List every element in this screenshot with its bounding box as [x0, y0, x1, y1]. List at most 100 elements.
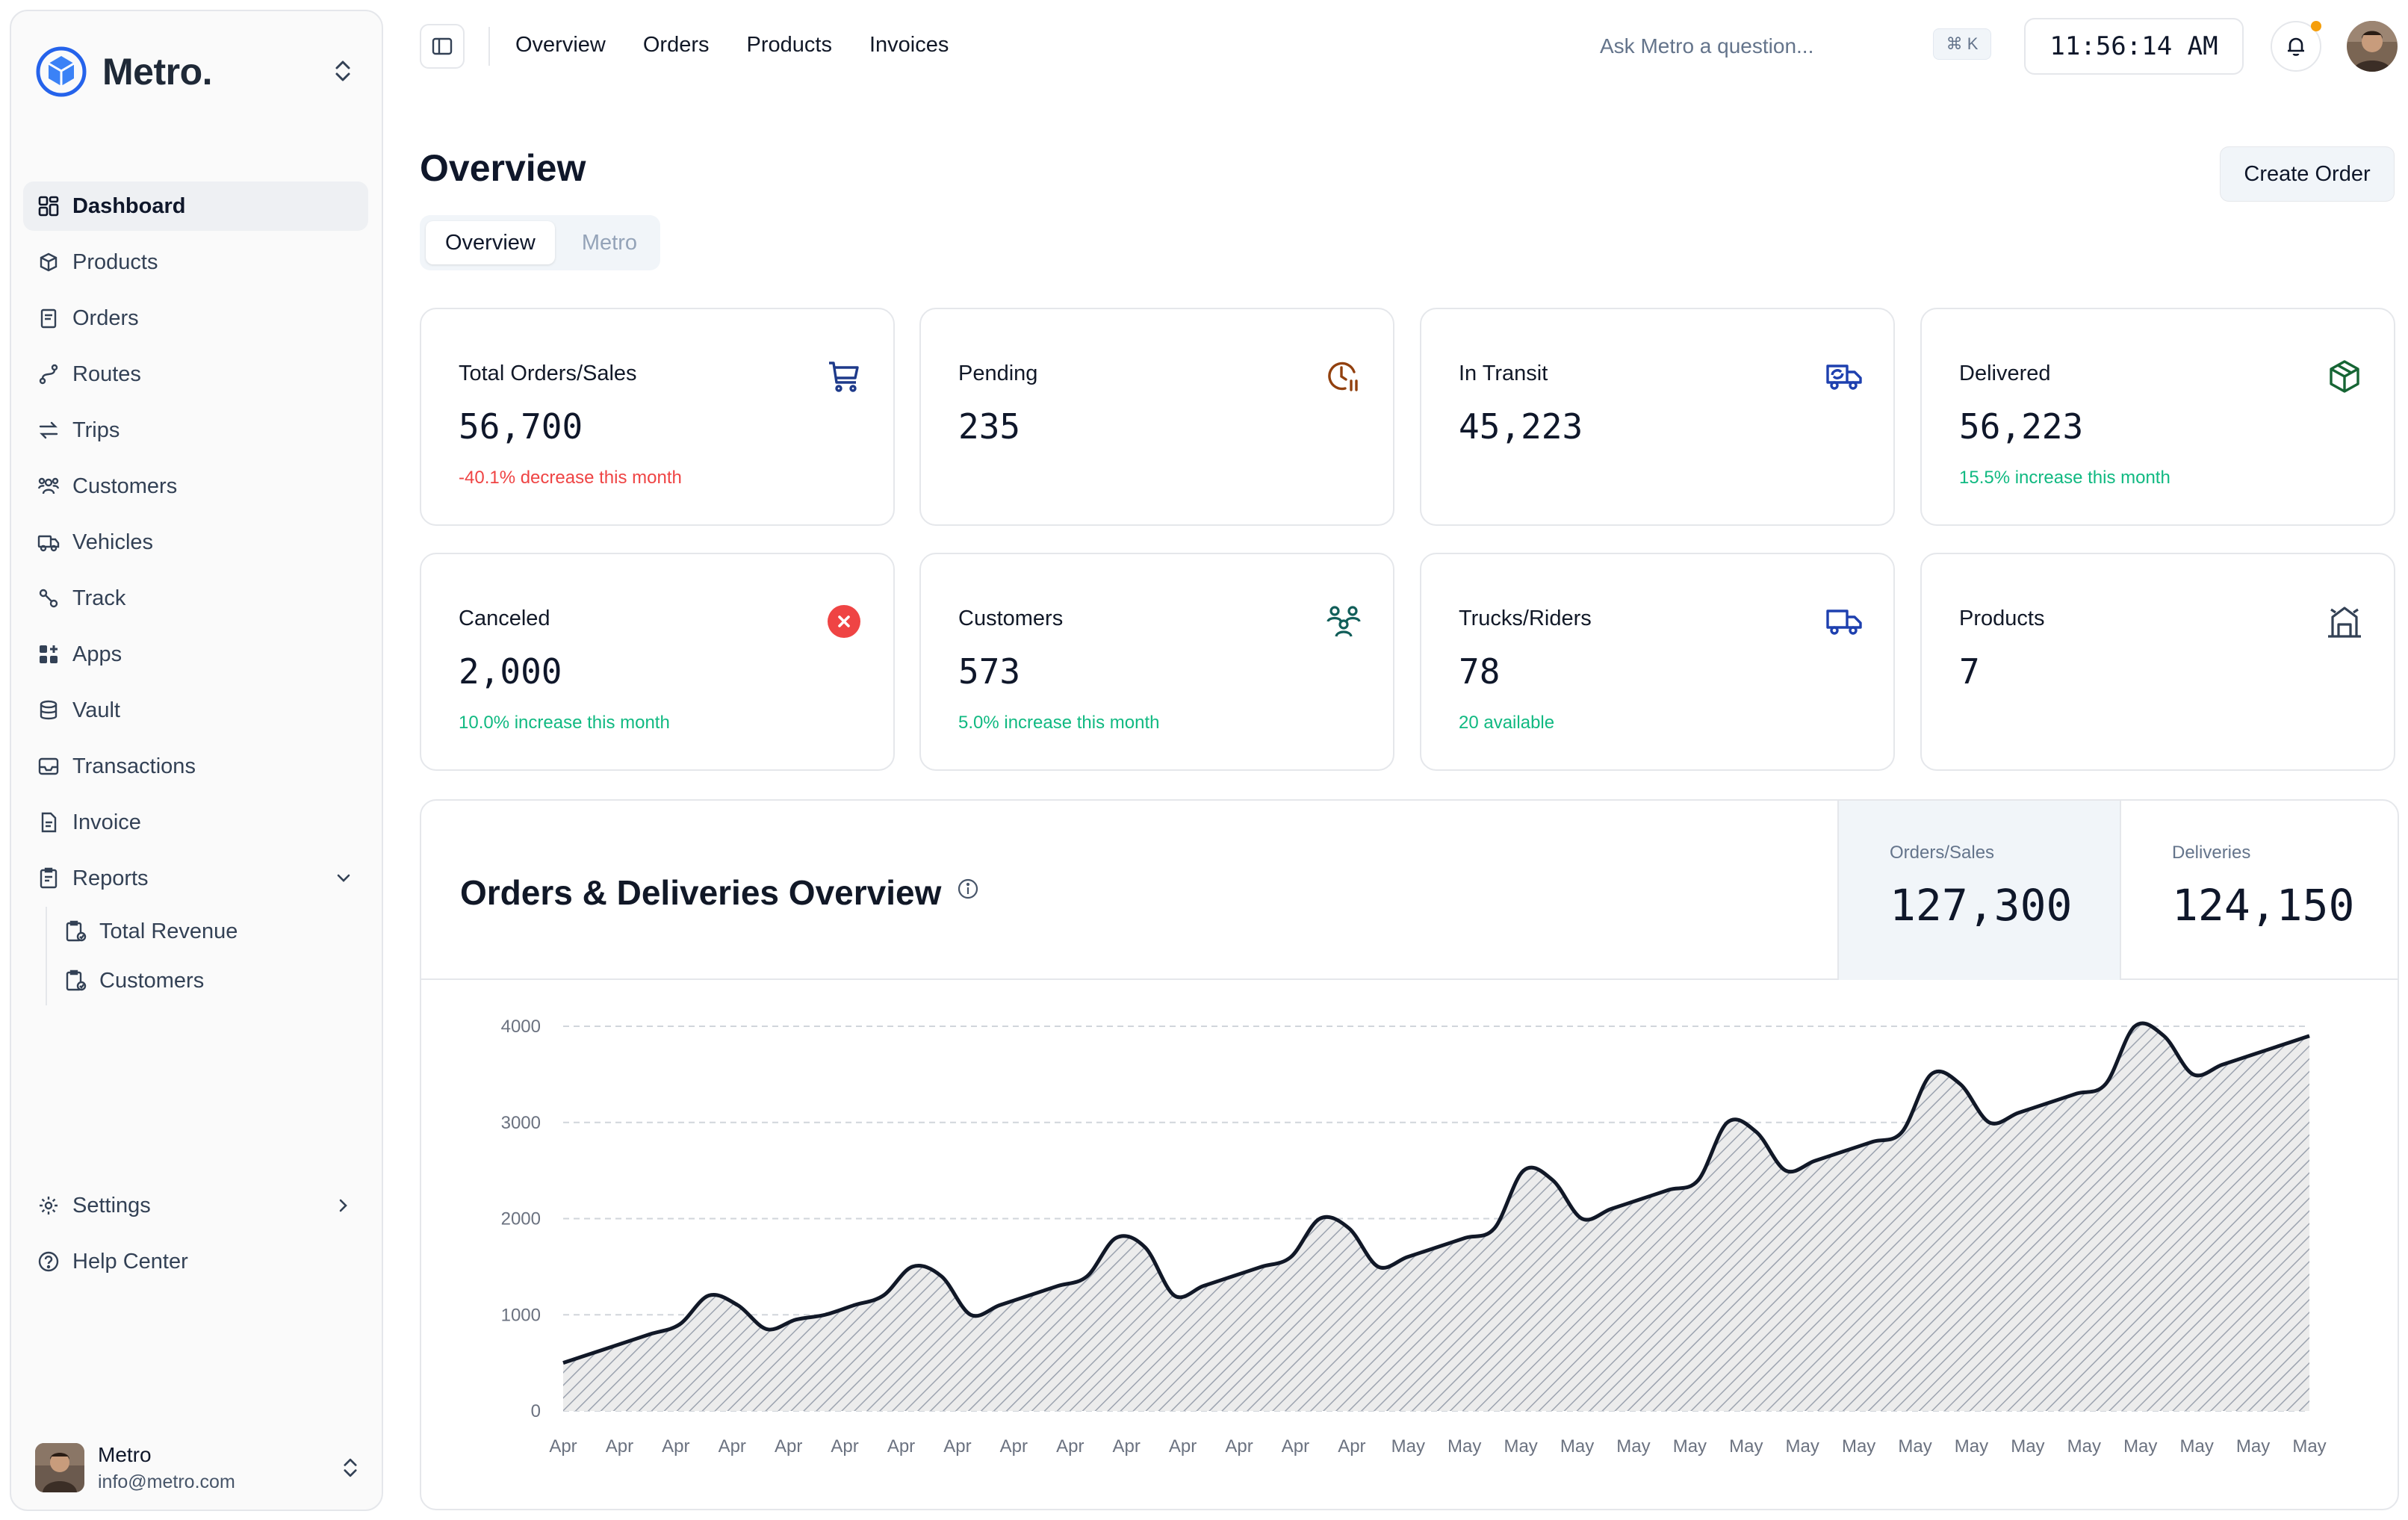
sidebar-item-label: Transactions	[72, 754, 196, 778]
top-bar: Overview Orders Products Invoices Ask Me…	[420, 16, 2399, 78]
x-tick-label: May	[2011, 1436, 2044, 1457]
profile-avatar[interactable]	[2347, 21, 2398, 72]
stat-value: 78	[1459, 651, 1501, 692]
x-tick-label: Apr	[549, 1436, 577, 1457]
sidebar-item-trips[interactable]: Trips	[23, 406, 368, 455]
users-icon	[37, 477, 60, 494]
sidebar-item-label: Orders	[72, 305, 139, 330]
y-tick-label: 1000	[501, 1305, 541, 1325]
file-icon	[41, 812, 57, 833]
y-tick-label: 0	[531, 1401, 541, 1421]
x-tick-label: May	[1842, 1436, 1875, 1457]
stat-value: 45,223	[1459, 406, 1583, 447]
stat-value: 2,000	[459, 651, 562, 692]
x-tick-label: Apr	[775, 1436, 802, 1457]
x-tick-label: Apr	[1338, 1436, 1365, 1457]
stat-value: 56,700	[459, 406, 583, 447]
sidebar-item-label: Routes	[72, 362, 141, 386]
package-icon	[2330, 360, 2359, 393]
sidebar-item-orders[interactable]: Orders	[23, 294, 368, 343]
x-tick-label: May	[1447, 1436, 1481, 1457]
brand[interactable]: Metro.	[35, 38, 364, 105]
stat-card-in-transit[interactable]: In Transit 45,223	[1420, 308, 1895, 526]
ask-metro-search[interactable]: Ask Metro a question...	[1600, 34, 1814, 58]
user-menu[interactable]: Metro info@metro.com	[35, 1438, 364, 1498]
sidebar-item-label: Dashboard	[72, 193, 186, 218]
user-name: Metro	[98, 1442, 152, 1466]
x-tick-label: Apr	[1000, 1436, 1028, 1457]
stat-note: 20 available	[1459, 713, 1555, 733]
panel-header: Orders & Deliveries Overview Orders/Sale…	[421, 801, 2398, 980]
stat-card-customers[interactable]: Customers 573 5.0% increase this month	[919, 553, 1394, 771]
sidebar-item-transactions[interactable]: Transactions	[23, 742, 368, 791]
sidebar-subitem-label: Customers	[99, 968, 205, 993]
notifications-button[interactable]	[2271, 21, 2321, 72]
sidebar-item-label: Invoice	[72, 810, 141, 834]
sidebar-item-help-center[interactable]: Help Center	[23, 1237, 368, 1286]
sidebar-item-dashboard[interactable]: Dashboard	[23, 182, 368, 231]
x-tick-label: May	[2123, 1436, 2157, 1457]
sidebar-item-label: Reports	[72, 866, 149, 890]
track-icon	[39, 589, 58, 608]
chevron-updown-icon[interactable]	[328, 56, 358, 86]
info-icon[interactable]	[956, 877, 980, 901]
y-tick-label: 2000	[501, 1209, 541, 1229]
sidebar-item-vehicles[interactable]: Vehicles	[23, 518, 368, 567]
stat-card-delivered[interactable]: Delivered 56,223 15.5% increase this mon…	[1920, 308, 2395, 526]
cancel-icon	[828, 605, 860, 638]
sidebar-item-reports[interactable]: Reports	[23, 854, 368, 903]
stat-card-trucks-riders[interactable]: Trucks/Riders 78 20 available	[1420, 553, 1895, 771]
x-tick-label: May	[1616, 1436, 1650, 1457]
top-nav-invoices[interactable]: Invoices	[869, 33, 949, 57]
sidebar-item-label: Customers	[72, 474, 178, 498]
tab-metro[interactable]: Metro	[581, 230, 637, 255]
stat-card-canceled[interactable]: Canceled 2,000 10.0% increase this month	[420, 553, 895, 771]
top-nav-orders[interactable]: Orders	[642, 33, 710, 57]
gear-icon	[40, 1197, 58, 1215]
metric-orders-sales[interactable]: Orders/Sales 127,300	[1837, 801, 2120, 980]
x-tick-label: Apr	[1113, 1436, 1141, 1457]
top-nav-overview[interactable]: Overview	[515, 33, 606, 57]
stat-value: 573	[958, 651, 1021, 692]
stat-card-products[interactable]: Products 7	[1920, 553, 2395, 771]
help-icon	[38, 1251, 59, 1272]
sidebar-item-label: Vault	[72, 698, 120, 722]
sidebar-toggle-button[interactable]	[420, 24, 465, 69]
sidebar-item-track[interactable]: Track	[23, 574, 368, 623]
sidebar-item-invoice[interactable]: Invoice	[23, 798, 368, 847]
panel-title: Orders & Deliveries Overview	[460, 873, 942, 912]
sidebar-item-apps[interactable]: Apps	[23, 630, 368, 679]
x-tick-label: May	[2179, 1436, 2213, 1457]
top-nav: Overview Orders Products Invoices	[515, 33, 949, 58]
sidebar-item-vault[interactable]: Vault	[23, 686, 368, 735]
sidebar-item-settings[interactable]: Settings	[23, 1181, 368, 1230]
user-email: info@metro.com	[98, 1471, 235, 1492]
top-nav-products[interactable]: Products	[746, 33, 832, 57]
stat-note: 10.0% increase this month	[459, 713, 670, 733]
sidebar-item-products[interactable]: Products	[23, 238, 368, 287]
stat-card-total-orders[interactable]: Total Orders/Sales 56,700 -40.1% decreas…	[420, 308, 895, 526]
chevron-right-icon[interactable]	[332, 1194, 355, 1217]
stat-card-pending[interactable]: Pending 235	[919, 308, 1394, 526]
sidebar-subitem-customers[interactable]: Customers	[63, 956, 368, 1005]
stat-label: In Transit	[1459, 362, 1548, 385]
metric-deliveries[interactable]: Deliveries 124,150	[2120, 801, 2398, 980]
x-tick-label: Apr	[831, 1436, 858, 1457]
chevron-down-icon[interactable]	[332, 867, 355, 890]
cart-icon	[829, 362, 859, 392]
sidebar-item-label: Trips	[72, 418, 120, 442]
clock-pause-icon	[1328, 362, 1358, 391]
sidebar-item-label: Track	[72, 586, 126, 610]
chevron-updown-icon[interactable]	[337, 1454, 364, 1481]
tab-overview[interactable]: Overview	[426, 221, 555, 264]
sidebar-subitem-total-revenue[interactable]: Total Revenue	[63, 907, 368, 956]
sidebar-item-routes[interactable]: Routes	[23, 350, 368, 399]
metric-label: Orders/Sales	[1890, 843, 1995, 863]
sidebar-item-customers[interactable]: Customers	[23, 462, 368, 511]
create-order-button[interactable]: Create Order	[2220, 146, 2395, 202]
stat-value: 7	[1959, 651, 1980, 692]
avatar	[35, 1443, 84, 1492]
x-tick-label: Apr	[1056, 1436, 1084, 1457]
notification-dot	[2311, 21, 2321, 31]
x-tick-label: May	[2292, 1436, 2326, 1457]
